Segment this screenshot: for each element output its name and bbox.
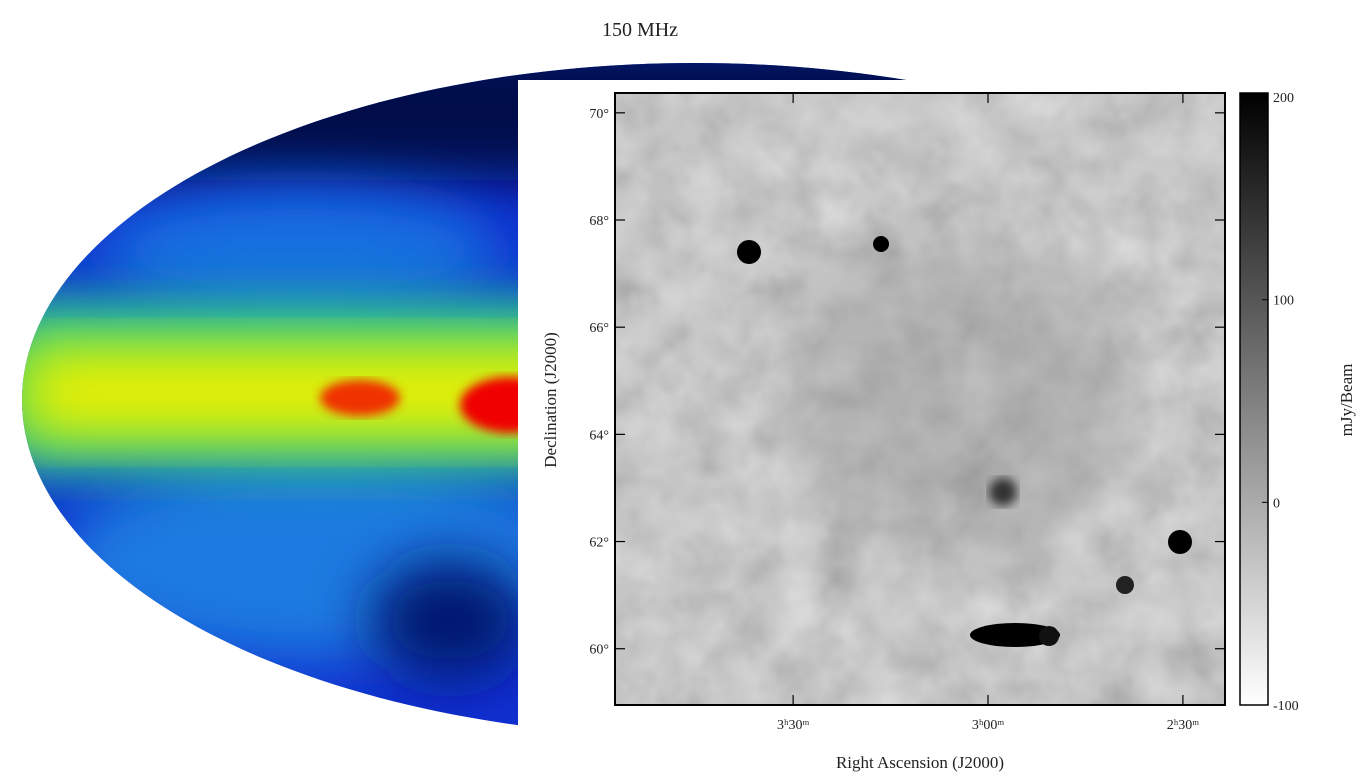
map-title: 150 MHz bbox=[602, 19, 678, 41]
colorbar-tick-label: 200 bbox=[1273, 91, 1294, 106]
y-tick-label: 70° bbox=[589, 107, 609, 122]
colorbar-tick-label: 100 bbox=[1273, 294, 1294, 309]
x-tick-label: 2ʰ30ᵐ bbox=[1167, 718, 1199, 733]
x-tick-label: 3ʰ30ᵐ bbox=[777, 718, 809, 733]
colorbar bbox=[1240, 93, 1268, 705]
colorbar-label: mJy/Beam bbox=[1337, 364, 1356, 437]
y-tick-label: 62° bbox=[589, 536, 609, 551]
x-axis-label: Right Ascension (J2000) bbox=[836, 753, 1004, 772]
y-tick-label: 66° bbox=[589, 321, 609, 336]
y-tick-label: 68° bbox=[589, 214, 609, 229]
colorbar-tick-label: 0 bbox=[1273, 496, 1280, 511]
colorbar-tick-label: -100 bbox=[1273, 699, 1299, 714]
x-tick-label: 3ʰ00ᵐ bbox=[972, 718, 1004, 733]
y-tick-label: 64° bbox=[589, 428, 609, 443]
figure: 150 MHz Declination (J2000) Right Ascens… bbox=[0, 0, 1371, 778]
y-axis-label: Declination (J2000) bbox=[541, 332, 560, 468]
radio-image bbox=[615, 93, 1225, 705]
y-tick-label: 60° bbox=[589, 643, 609, 658]
page: {"title": "150 MHz", "panel": { "y_axis"… bbox=[0, 0, 1371, 778]
